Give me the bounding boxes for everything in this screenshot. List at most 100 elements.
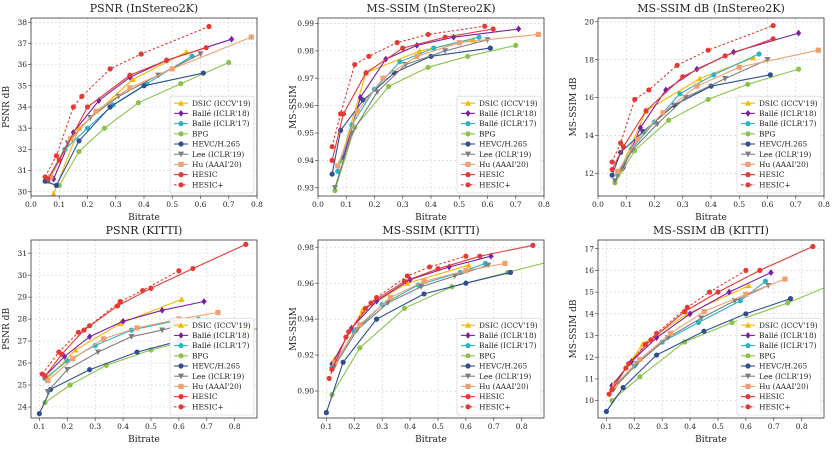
legend-item-bpg: BPG bbox=[174, 129, 208, 138]
data-point bbox=[53, 153, 60, 159]
legend-marker bbox=[745, 141, 751, 147]
legend-item-hevc-h-265: HEVC/H.265 bbox=[174, 140, 241, 149]
data-point bbox=[795, 66, 802, 72]
data-point bbox=[687, 310, 693, 318]
legend-item-hesic: HESIC bbox=[741, 170, 785, 179]
y-tick-label: 0.92 bbox=[297, 351, 314, 360]
data-point bbox=[397, 59, 403, 65]
x-tick-label: 0.7 bbox=[201, 422, 213, 431]
series-line bbox=[47, 47, 207, 180]
data-point bbox=[637, 356, 643, 362]
data-point bbox=[329, 171, 335, 177]
chart-title: PSNR (KITTI) bbox=[106, 224, 183, 237]
legend-item-hesic: HESIC bbox=[461, 392, 505, 401]
legend-label: Lee (ICLR'19) bbox=[479, 150, 531, 159]
series-hesic bbox=[329, 23, 488, 150]
data-point bbox=[178, 296, 185, 302]
data-point bbox=[56, 349, 62, 355]
legend-label: Hu (AAAI'20) bbox=[759, 382, 809, 391]
x-tick-label: 0.1 bbox=[320, 422, 332, 431]
data-point bbox=[606, 391, 612, 397]
data-point bbox=[490, 26, 496, 32]
legend-marker bbox=[745, 404, 751, 410]
legend-label: Hu (AAAI'20) bbox=[192, 382, 242, 391]
data-point bbox=[618, 140, 624, 146]
data-point bbox=[615, 168, 621, 174]
legend-marker bbox=[178, 151, 184, 158]
series-hesic bbox=[329, 26, 496, 163]
series-line bbox=[58, 61, 229, 186]
legend-marker bbox=[465, 343, 471, 349]
y-tick-label: 0.96 bbox=[297, 101, 314, 110]
data-point bbox=[326, 375, 332, 382]
data-point bbox=[701, 309, 707, 315]
x-tick-label: 0.6 bbox=[762, 200, 774, 209]
legend-item-ball-iclr-18: Ballé (ICLR'18) bbox=[741, 331, 817, 340]
legend-item-dsic-iccv-19: DSIC (ICCV'19) bbox=[461, 99, 538, 108]
legend-marker bbox=[465, 100, 471, 106]
data-point bbox=[203, 45, 209, 51]
data-point bbox=[488, 252, 494, 260]
x-tick-label: 0.4 bbox=[684, 422, 696, 431]
data-point bbox=[711, 72, 717, 78]
series-bpg bbox=[332, 42, 519, 194]
data-point bbox=[698, 315, 705, 322]
data-point bbox=[810, 243, 816, 250]
x-tick-label: 0.6 bbox=[740, 422, 752, 431]
data-point bbox=[340, 154, 347, 162]
data-point bbox=[743, 291, 749, 297]
x-tick-label: 0.1 bbox=[33, 422, 45, 431]
x-tick-label: 0.0 bbox=[25, 200, 37, 209]
y-tick-label: 0.98 bbox=[297, 46, 314, 55]
legend-label: Lee (ICLR'19) bbox=[759, 372, 811, 381]
series-line bbox=[331, 47, 491, 175]
legend-label: HEVC/H.265 bbox=[759, 140, 808, 149]
legend-marker bbox=[178, 131, 184, 137]
data-point bbox=[666, 117, 672, 123]
y-tick-label: 0.99 bbox=[297, 19, 314, 28]
data-point bbox=[215, 309, 221, 316]
series-hesic bbox=[609, 243, 816, 393]
legend-label: Ballé (ICLR'18) bbox=[192, 331, 250, 340]
legend-marker bbox=[465, 353, 471, 359]
x-axis-label: Bitrate bbox=[415, 435, 447, 445]
series-line bbox=[325, 271, 511, 413]
data-point bbox=[463, 280, 469, 286]
legend-label: Ballé (ICLR'18) bbox=[479, 109, 537, 118]
plot-frame bbox=[30, 17, 258, 197]
data-point bbox=[722, 75, 729, 82]
legend-marker bbox=[178, 404, 184, 410]
data-point bbox=[762, 278, 769, 284]
legend-item-hesic: HESIC+ bbox=[461, 180, 511, 189]
legend-item-hu-aaai-20: Hu (AAAI'20) bbox=[461, 160, 529, 169]
data-point bbox=[190, 265, 196, 272]
data-point bbox=[770, 22, 776, 29]
x-tick-label: 0.5 bbox=[166, 200, 178, 209]
series-lee-iclr-19 bbox=[331, 37, 491, 191]
legend-item-hesic: HESIC+ bbox=[741, 402, 791, 411]
legend-marker bbox=[745, 373, 751, 380]
legend-label: Ballé (ICLR'17) bbox=[479, 341, 537, 350]
data-point bbox=[787, 296, 794, 302]
data-point bbox=[743, 267, 749, 273]
y-axis-label: MS-SSIM bbox=[289, 307, 299, 351]
data-point bbox=[228, 35, 235, 43]
data-point bbox=[743, 311, 749, 317]
legend-label: BPG bbox=[192, 129, 208, 138]
data-point bbox=[623, 365, 629, 371]
data-point bbox=[366, 53, 372, 59]
data-point bbox=[695, 319, 702, 326]
legend-label: HEVC/H.265 bbox=[759, 362, 808, 371]
data-point bbox=[750, 54, 757, 61]
chart-panel-ms-ssim-kitti: MS-SSIM (KITTI) 0.1 0.2 0.3 0.4 0.5 0.6 0.7 0.8 0… bbox=[289, 224, 545, 445]
legend-marker bbox=[745, 182, 751, 188]
y-tick-label: 31 bbox=[17, 166, 27, 175]
legend-marker bbox=[178, 141, 184, 147]
y-tick-label: 27 bbox=[17, 337, 27, 346]
legend-item-hevc-h-265: HEVC/H.265 bbox=[741, 140, 808, 149]
data-point bbox=[634, 361, 641, 367]
legend: DSIC (ICCV'19)Ballé (ICLR'18)Ballé (ICLR… bbox=[169, 317, 255, 416]
data-point bbox=[346, 329, 352, 335]
series-hesic bbox=[326, 253, 469, 382]
data-point bbox=[456, 40, 462, 46]
